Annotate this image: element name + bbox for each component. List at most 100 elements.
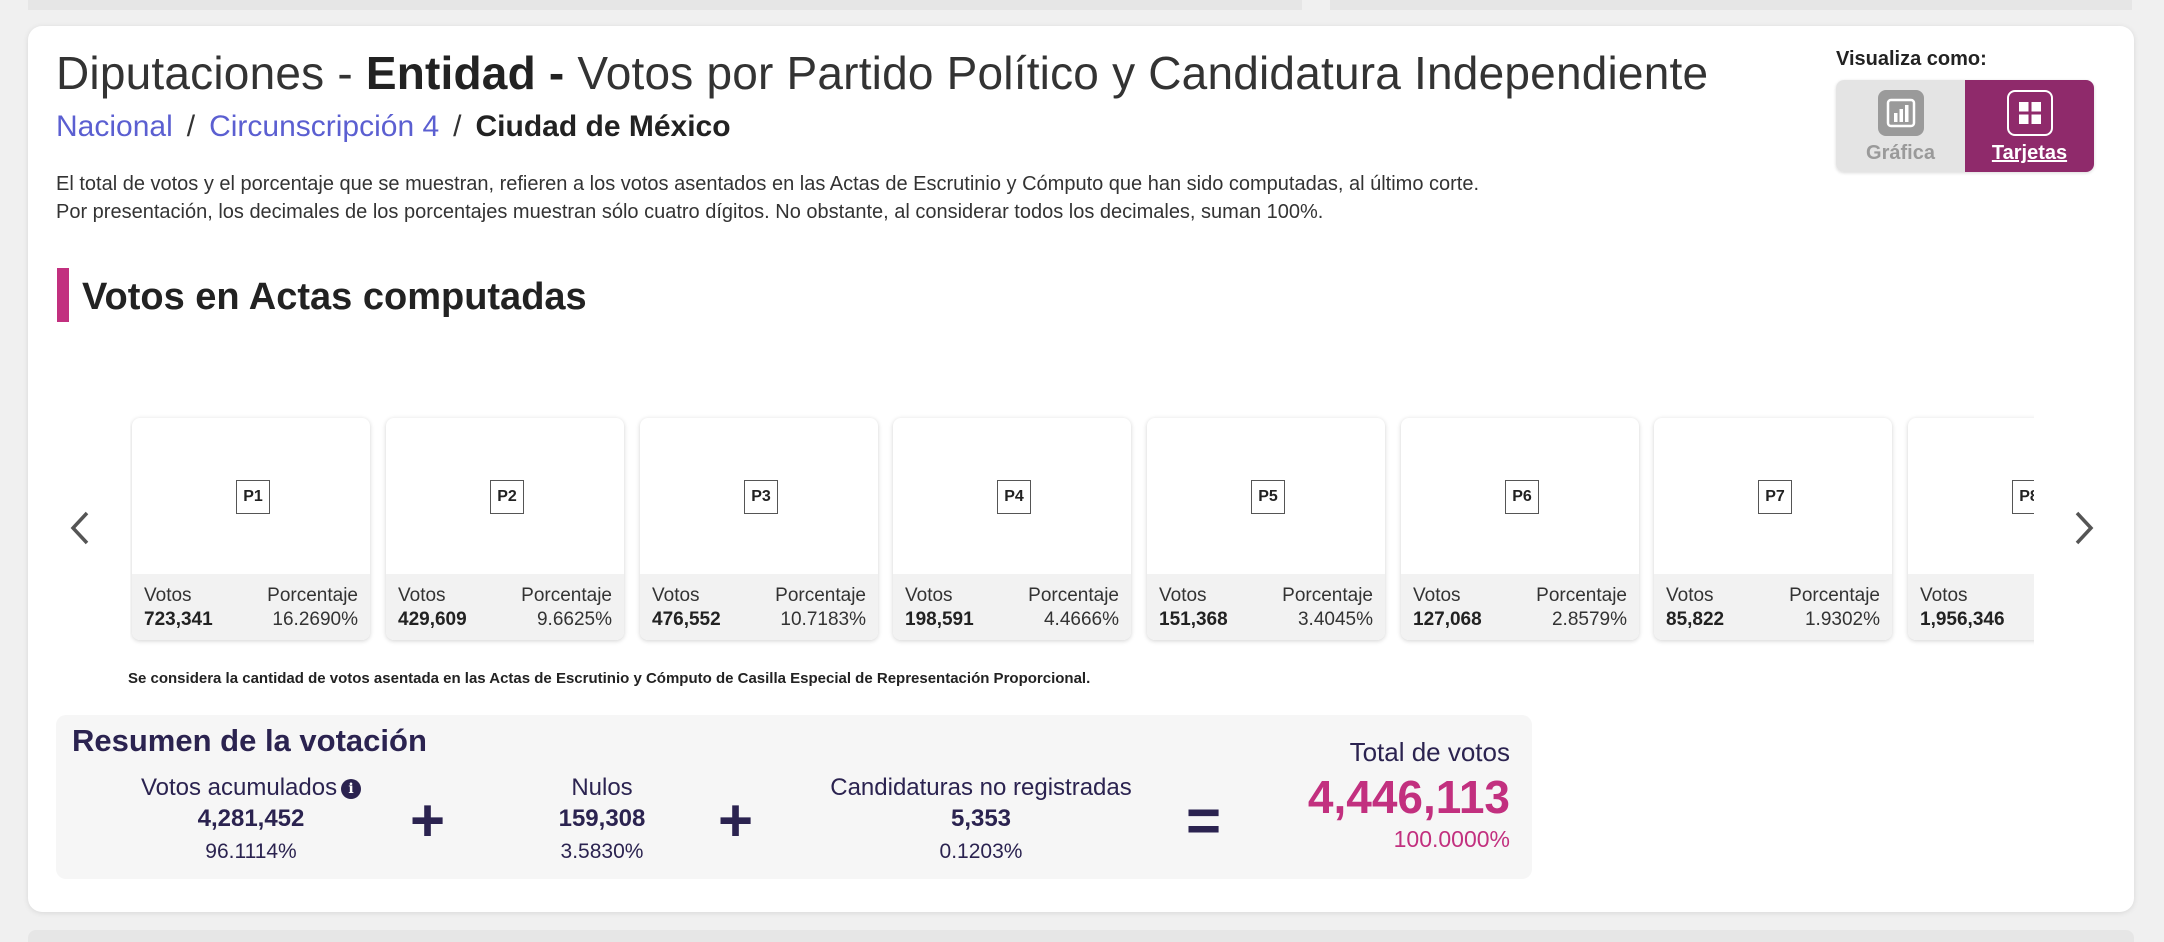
party-card[interactable]: P1 Votos Porcentaje 723,341 16.2690%	[132, 418, 370, 640]
title-prefix: Diputaciones -	[56, 47, 366, 99]
nulos-percent: 3.5830%	[560, 840, 644, 863]
summary-no-registradas: Candidaturas no registradas 5,353 0.1203…	[816, 773, 1146, 869]
top-panel-edge-right	[1330, 0, 2132, 10]
votes-label: Votos	[144, 585, 192, 606]
view-grafica-label: Gráfica	[1866, 142, 1935, 164]
equals-icon: =	[1186, 787, 1222, 854]
votes-label: Votos	[1920, 585, 1968, 606]
visualize-label: Visualiza como:	[1836, 48, 1987, 70]
party-logo: P5	[1251, 480, 1285, 514]
percent-value: 16.2690%	[272, 609, 358, 630]
votes-value: 198,591	[905, 609, 974, 630]
votes-value: 476,552	[652, 609, 721, 630]
card-footer: Votos Porcentaje 151,368 3.4045%	[1147, 574, 1385, 640]
party-card[interactable]: P6 Votos Porcentaje 127,068 2.8579%	[1401, 418, 1639, 640]
card-footer: Votos Porcentaje 127,068 2.8579%	[1401, 574, 1639, 640]
acumulados-value: 4,281,452	[197, 805, 305, 832]
plus-icon: +	[410, 787, 446, 854]
footnote: Se considera la cantidad de votos asenta…	[128, 670, 1091, 687]
view-tarjetas-label: Tarjetas	[1991, 142, 2068, 164]
no-registradas-percent: 0.1203%	[939, 840, 1023, 863]
summary-nulos: Nulos 159,308 3.5830%	[512, 773, 692, 869]
percent-value: 2.8579%	[1551, 609, 1627, 630]
party-logo: P3	[744, 480, 778, 514]
acumulados-percent: 96.1114%	[205, 840, 297, 863]
note-line-1: El total de votos y el porcentaje que se…	[56, 173, 1480, 195]
party-cards-carousel: P1 Votos Porcentaje 723,341 16.2690% P2 Vo…	[130, 414, 2034, 646]
party-logo: P1	[236, 480, 270, 514]
nulos-value: 159,308	[558, 805, 646, 832]
votes-value: 85,822	[1666, 609, 1725, 630]
votes-value: 127,068	[1413, 609, 1482, 630]
carousel-next-button[interactable]	[2064, 508, 2104, 548]
votes-label: Votos	[1666, 585, 1714, 606]
percent-value: 4.4666%	[1043, 609, 1119, 630]
party-logo: P6	[1505, 480, 1539, 514]
party-card[interactable]: P3 Votos Porcentaje 476,552 10.7183%	[640, 418, 878, 640]
votes-label: Votos	[1159, 585, 1207, 606]
vote-summary: Resumen de la votación Votos acumulados i…	[56, 715, 1532, 879]
total-label: Total de votos	[1349, 737, 1510, 767]
bar-chart-icon	[1877, 90, 1924, 136]
votes-value: 1,956,346	[1920, 609, 2005, 630]
card-footer: Votos Porcentaje 476,552 10.7183%	[640, 574, 878, 640]
section-title: Votos en Actas computadas	[82, 276, 587, 318]
percent-value: 1.9302%	[1804, 609, 1880, 630]
party-card[interactable]: P4 Votos Porcentaje 198,591 4.4666%	[893, 418, 1131, 640]
breadcrumb-circunscripcion[interactable]: Circunscripción 4	[209, 110, 440, 143]
breadcrumb-nacional[interactable]: Nacional	[56, 110, 173, 143]
percent-label: Porcentaje	[1028, 585, 1119, 606]
card-footer: Votos Porcentaje 723,341 16.2690%	[132, 574, 370, 640]
view-tarjetas-button[interactable]: Tarjetas	[1965, 80, 2094, 172]
view-grafica-button[interactable]: Gráfica	[1836, 80, 1965, 172]
votes-label: Votos	[398, 585, 446, 606]
card-footer: Votos Porcentaje 85,822 1.9302%	[1654, 574, 1892, 640]
percent-value: 10.7183%	[780, 609, 866, 630]
plus-icon: +	[718, 787, 754, 854]
votes-label: Votos	[1413, 585, 1461, 606]
percent-label: Porcentaje	[521, 585, 612, 606]
percent-value: 3.4045%	[1297, 609, 1373, 630]
percent-label: Porcentaje	[1282, 585, 1373, 606]
summary-total: Total de votos 4,446,113 100.0000%	[1308, 737, 1510, 853]
party-card[interactable]: P7 Votos Porcentaje 85,822 1.9302%	[1654, 418, 1892, 640]
percent-label: Porcentaje	[267, 585, 358, 606]
summary-title: Resumen de la votación	[72, 723, 427, 758]
percent-value: 9.6625%	[536, 609, 612, 630]
view-toggle: Gráfica Tarjetas	[1836, 80, 2094, 172]
title-suffix: Votos por Partido Político y Candidatura…	[577, 47, 1709, 99]
section-accent-bar	[57, 268, 69, 322]
votes-value: 429,609	[398, 609, 467, 630]
breadcrumb-current: Ciudad de México	[475, 110, 731, 143]
breadcrumb-separator: /	[186, 110, 196, 143]
acumulados-label: Votos acumulados	[140, 774, 338, 801]
percent-label: Porcentaje	[775, 585, 866, 606]
chevron-left-icon	[70, 511, 89, 545]
card-footer: Votos Porcentaje 198,591 4.4666%	[893, 574, 1131, 640]
grid-icon	[2006, 90, 2053, 136]
carousel-prev-button[interactable]	[60, 508, 100, 548]
info-icon[interactable]: i	[341, 778, 362, 799]
nulos-label: Nulos	[571, 774, 633, 801]
percent-label: Porcentaje	[1789, 585, 1880, 606]
card-footer: Votos Porcentaje 429,609 9.6625%	[386, 574, 624, 640]
no-registradas-label: Candidaturas no registradas	[830, 774, 1132, 801]
title-bold: Entidad -	[365, 47, 578, 99]
top-panel-edge-left	[28, 0, 1302, 10]
breadcrumb: Nacional / Circunscripción 4 / Ciudad de Méx…	[56, 110, 731, 144]
breadcrumb-separator: /	[453, 110, 462, 143]
note-line-2: Por presentación, los decimales de los p…	[56, 201, 1324, 223]
votes-label: Votos	[652, 585, 700, 606]
party-logo: P2	[490, 480, 524, 514]
votes-label: Votos	[905, 585, 953, 606]
party-logo: P7	[1758, 480, 1792, 514]
info-notes: El total de votos y el porcentaje que se…	[56, 170, 1479, 226]
no-registradas-value: 5,353	[950, 805, 1012, 832]
chevron-right-icon	[2075, 511, 2094, 545]
summary-acumulados: Votos acumulados i 4,281,452 96.1114%	[126, 773, 376, 869]
party-card[interactable]: P2 Votos Porcentaje 429,609 9.6625%	[386, 418, 624, 640]
votes-value: 723,341	[144, 609, 213, 630]
party-card[interactable]: P5 Votos Porcentaje 151,368 3.4045%	[1147, 418, 1385, 640]
